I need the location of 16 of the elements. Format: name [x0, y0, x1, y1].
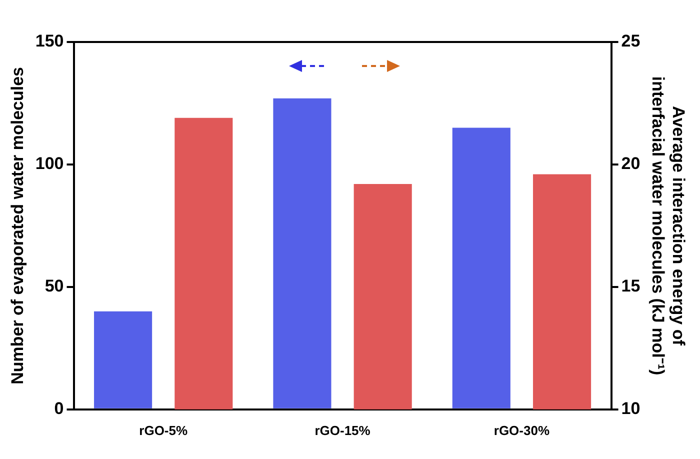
y-tick-label: 0: [54, 399, 64, 418]
y2-tick-label: 15: [621, 276, 640, 296]
y2-axis-title: Average interaction energy of interfacial water molecules (kJ mol⁻¹): [648, 76, 688, 376]
y2-tick-label: 20: [621, 154, 640, 174]
y-axis-title: Number of evaporated water molecules: [8, 66, 27, 384]
y-tick-label: 100: [35, 154, 64, 174]
bar: [273, 98, 332, 408]
x-tick-label: rGO-5%: [139, 422, 188, 438]
y-tick-label: 150: [35, 32, 64, 51]
x-tick-label: rGO-30%: [494, 422, 550, 438]
bar: [94, 311, 152, 408]
y2-tick-label: 25: [621, 32, 640, 51]
x-tick-label: rGO-15%: [314, 422, 371, 438]
y2-tick-label: 10: [621, 399, 640, 418]
bar: [452, 128, 510, 408]
y-tick-label: 50: [44, 276, 64, 296]
